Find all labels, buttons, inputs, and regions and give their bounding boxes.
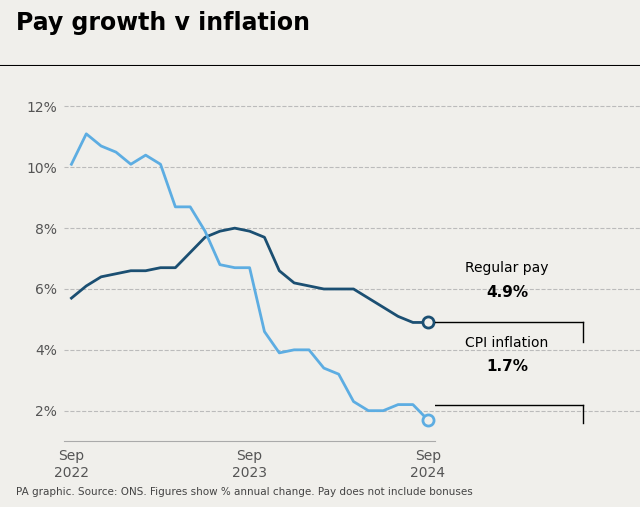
Text: 4.9%: 4.9% <box>486 284 528 300</box>
Text: PA graphic. Source: ONS. Figures show % annual change. Pay does not include bonu: PA graphic. Source: ONS. Figures show % … <box>16 487 473 497</box>
Text: 1.7%: 1.7% <box>486 359 528 374</box>
Text: Regular pay: Regular pay <box>465 261 548 275</box>
Text: CPI inflation: CPI inflation <box>465 336 548 350</box>
Text: Pay growth v inflation: Pay growth v inflation <box>16 11 310 35</box>
